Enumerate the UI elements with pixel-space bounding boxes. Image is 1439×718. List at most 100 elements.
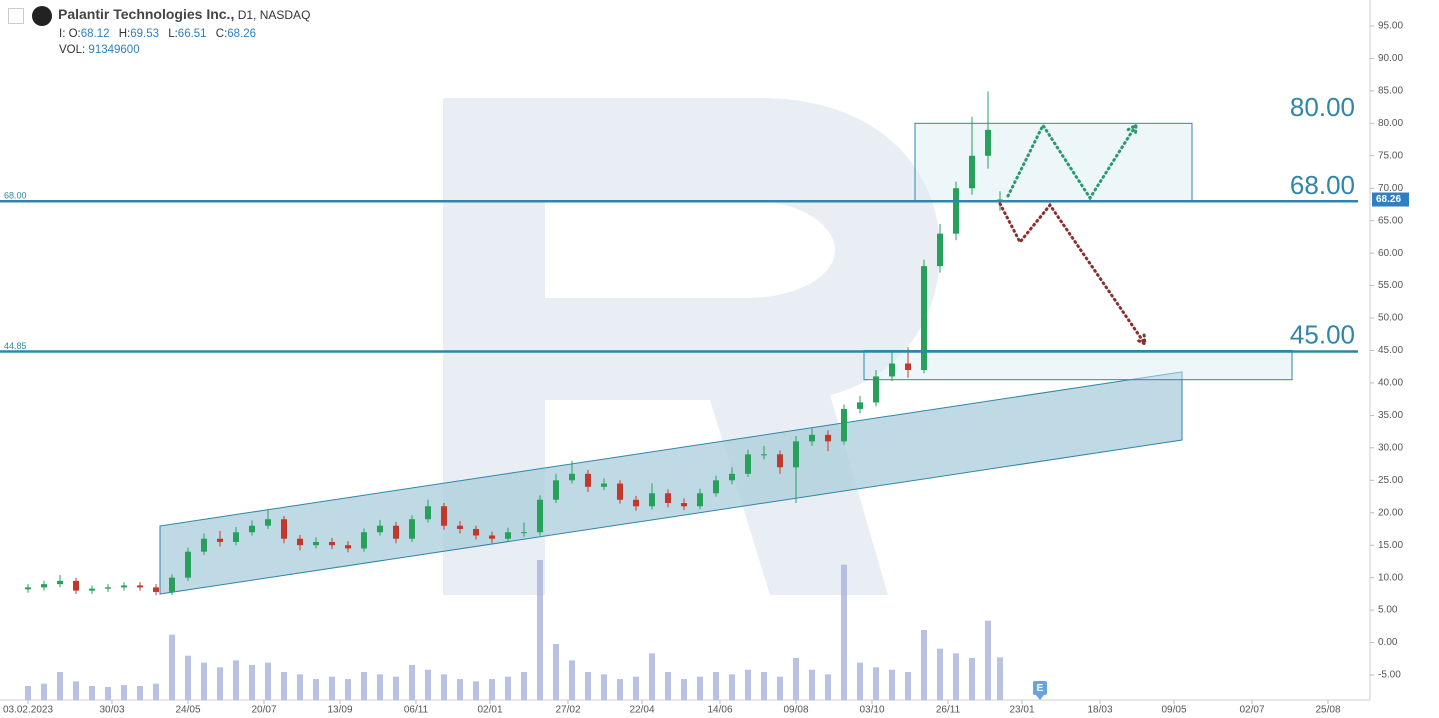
x-tick-label: 09/05 xyxy=(1161,705,1186,716)
x-tick-label: 20/07 xyxy=(251,705,276,716)
volume-bar xyxy=(937,648,943,700)
x-tick-label: 25/08 xyxy=(1315,705,1340,716)
candle-body xyxy=(953,188,959,234)
candle-body xyxy=(393,525,399,539)
exchange: NASDAQ xyxy=(259,8,311,23)
level-tag: 45.00 xyxy=(1290,319,1355,349)
volume-bar xyxy=(25,686,31,700)
x-tick-label: 13/09 xyxy=(327,705,352,716)
candle-body xyxy=(121,585,127,588)
volume-bar xyxy=(997,657,1003,700)
candle-body xyxy=(585,473,591,487)
volume-bar xyxy=(393,676,399,700)
candle-body xyxy=(137,585,143,588)
candle-body xyxy=(185,551,191,578)
volume-bar xyxy=(169,634,175,700)
candle-body xyxy=(105,587,111,589)
volume-bar xyxy=(281,672,287,700)
forecast-arrowhead xyxy=(1126,122,1138,136)
candle-body xyxy=(601,483,607,487)
x-tick-label: 18/03 xyxy=(1087,705,1112,716)
candle-body xyxy=(745,454,751,474)
volume-bar xyxy=(841,564,847,700)
y-tick-label: 70.00 xyxy=(1378,183,1403,194)
level-label: 44.85 xyxy=(4,341,27,351)
volume-bar xyxy=(313,679,319,700)
x-tick-label: 27/02 xyxy=(555,705,580,716)
volume-bar xyxy=(153,683,159,700)
candle-body xyxy=(569,473,575,481)
low-value: 66.51 xyxy=(177,28,207,40)
candle-body xyxy=(617,483,623,500)
x-tick-label: 14/06 xyxy=(707,705,732,716)
price-zone xyxy=(914,122,1193,202)
candle-body xyxy=(473,528,479,536)
volume-bar xyxy=(105,686,111,700)
candle-body xyxy=(297,538,303,546)
label: C: xyxy=(215,28,228,40)
x-tick-label: 26/11 xyxy=(936,705,961,716)
volume-bar xyxy=(345,679,351,700)
y-tick-label: 5.00 xyxy=(1378,605,1398,616)
candle-body xyxy=(665,493,671,504)
candle-body xyxy=(201,538,207,552)
earnings-label: E xyxy=(1037,683,1044,694)
earnings-pointer xyxy=(1036,695,1044,700)
volume-bar xyxy=(297,674,303,700)
y-tick-label: 50.00 xyxy=(1378,313,1403,324)
label: I: xyxy=(59,28,66,40)
label: L: xyxy=(168,28,178,40)
candle-body xyxy=(681,503,687,507)
volume-bar xyxy=(889,669,895,700)
volume-bar xyxy=(713,672,719,700)
y-tick-label: 0.00 xyxy=(1378,637,1398,648)
open-value: 68.12 xyxy=(80,28,110,40)
y-tick-label: 10.00 xyxy=(1378,572,1403,583)
candle-body xyxy=(153,587,159,592)
candle-body xyxy=(633,499,639,507)
level-tag: 80.00 xyxy=(1290,92,1355,122)
x-tick-label: 03/10 xyxy=(859,705,884,716)
y-tick-label: 85.00 xyxy=(1378,86,1403,97)
volume-bar xyxy=(329,676,335,700)
volume-bar xyxy=(761,672,767,700)
volume-bar xyxy=(697,676,703,700)
close-value: 68.26 xyxy=(227,28,257,40)
volume-bar xyxy=(505,676,511,700)
y-tick-label: 25.00 xyxy=(1378,475,1403,486)
y-tick-label: 95.00 xyxy=(1378,21,1403,32)
level-label: 68.00 xyxy=(4,191,27,201)
candle-body xyxy=(729,473,735,481)
volume-bar xyxy=(681,679,687,700)
menu-button[interactable] xyxy=(8,8,24,24)
volume-bar xyxy=(409,665,415,700)
volume-bar xyxy=(665,672,671,700)
y-tick-label: 65.00 xyxy=(1378,215,1403,226)
candle-body xyxy=(313,541,319,546)
candle-body xyxy=(777,454,783,468)
candle-body xyxy=(249,525,255,533)
title: Palantir Technologies Inc., xyxy=(58,6,235,23)
candle-body xyxy=(425,506,431,520)
candle-body xyxy=(761,454,767,456)
x-tick-label: 23/01 xyxy=(1009,705,1034,716)
x-tick-label: 03.02.2023 xyxy=(3,705,53,716)
volume-bar xyxy=(569,660,575,700)
volume-bar xyxy=(121,685,127,700)
candle-body xyxy=(361,532,367,549)
level-tag: 68.00 xyxy=(1290,170,1355,200)
volume-bar xyxy=(969,658,975,700)
volume-bar xyxy=(585,672,591,700)
volume-bar xyxy=(489,679,495,700)
x-tick-label: 24/05 xyxy=(175,705,200,716)
candle-body xyxy=(441,506,447,526)
y-tick-label: 35.00 xyxy=(1378,410,1403,421)
volume-bar xyxy=(361,672,367,700)
x-tick-label: 09/08 xyxy=(783,705,808,716)
forecast-path xyxy=(1006,122,1138,201)
trend-channel xyxy=(159,371,1183,595)
candle-body xyxy=(809,434,815,442)
high-value: 69.53 xyxy=(130,28,159,40)
